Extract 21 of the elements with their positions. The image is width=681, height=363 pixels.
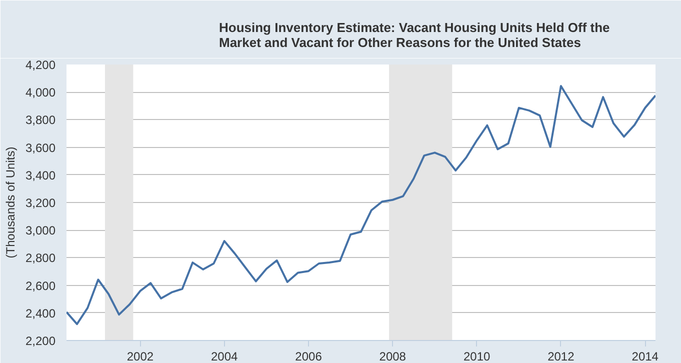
x-tick-label: 2002 — [126, 350, 154, 363]
y-tick-label: 3,000 — [25, 224, 56, 238]
y-tick-label: 2,400 — [25, 306, 56, 320]
x-tick-label: 2004 — [210, 350, 238, 363]
x-tick-label: 2008 — [379, 350, 406, 363]
text: Housing Inventory Estimate: Vacant Housing Units Held Off the Market and Vacant for Other Reasons for the United States — [219, 20, 610, 50]
y-tick-label: 4,000 — [25, 86, 56, 100]
y-tick-label: 3,800 — [25, 113, 56, 128]
y-tick-label: 2,600 — [25, 278, 56, 293]
y-tick-label: 3,200 — [25, 196, 56, 210]
y-axis-title: (Thousands of Units) — [3, 146, 18, 258]
x-tick-label: 2010 — [463, 350, 491, 363]
y-tick-label: 2,800 — [25, 251, 56, 266]
x-tick-label: 2014 — [632, 350, 659, 363]
x-tick-label: 2006 — [295, 350, 322, 363]
y-tick-label: 3,600 — [25, 140, 56, 155]
y-tick-label: 2,200 — [25, 334, 56, 348]
y-tick-label: 4,200 — [25, 58, 56, 72]
line-series — [66, 85, 656, 326]
x-tick-label: 2012 — [548, 350, 575, 363]
y-tick-label: 3,400 — [25, 168, 56, 182]
